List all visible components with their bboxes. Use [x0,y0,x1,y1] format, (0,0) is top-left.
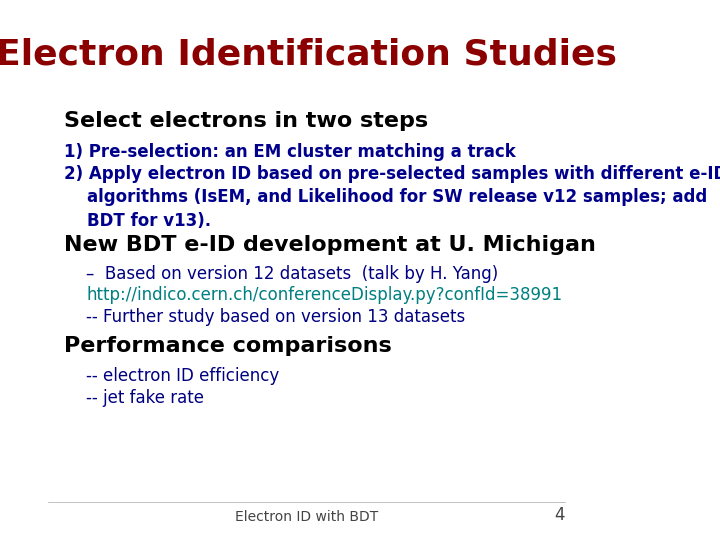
Text: -- Further study based on version 13 datasets: -- Further study based on version 13 dat… [86,308,466,326]
Text: 1) Pre-selection: an EM cluster matching a track: 1) Pre-selection: an EM cluster matching… [65,143,516,161]
Text: –  Based on version 12 datasets  (talk by H. Yang): – Based on version 12 datasets (talk by … [86,265,499,282]
Text: 2) Apply electron ID based on pre-selected samples with different e-ID
    algor: 2) Apply electron ID based on pre-select… [65,165,720,230]
Text: -- jet fake rate: -- jet fake rate [86,389,204,407]
Text: Electron Identification Studies: Electron Identification Studies [0,38,617,72]
Text: -- electron ID efficiency: -- electron ID efficiency [86,367,280,385]
Text: Electron ID with BDT: Electron ID with BDT [235,510,378,524]
Text: Select electrons in two steps: Select electrons in two steps [65,111,428,131]
Text: http://indico.cern.ch/conferenceDisplay.py?confId=38991: http://indico.cern.ch/conferenceDisplay.… [86,286,562,304]
Text: 4: 4 [554,506,564,524]
Text: Performance comparisons: Performance comparisons [65,336,392,356]
Text: New BDT e-ID development at U. Michigan: New BDT e-ID development at U. Michigan [65,235,596,255]
